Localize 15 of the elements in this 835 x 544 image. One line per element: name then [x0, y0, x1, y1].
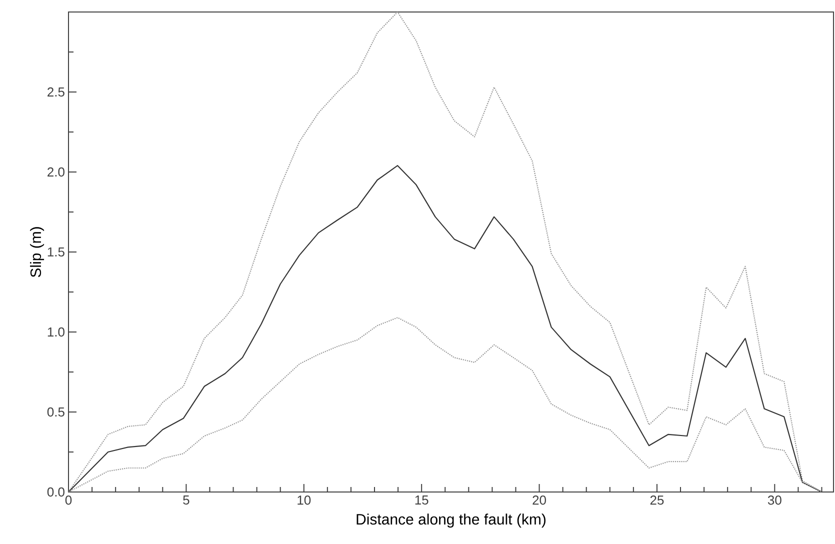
x-tick-label: 5	[183, 496, 190, 505]
y-tick-label: 1.0	[48, 327, 64, 337]
x-tick-label: 30	[768, 496, 782, 505]
y-tick-label: 0.0	[47, 487, 64, 497]
x-axis-title: Distance along the fault (km)	[356, 514, 546, 528]
x-tick-label: 20	[532, 496, 546, 505]
x-tick-label: 0	[65, 496, 72, 505]
x-tick-label: 15	[415, 496, 428, 505]
y-tick-label: 1.5	[48, 247, 64, 257]
y-axis-title: Slip (m)	[30, 227, 44, 278]
x-tick-label: 25	[650, 496, 664, 505]
y-tick-label: 0.5	[47, 407, 64, 417]
y-tick-label: 2.0	[48, 167, 64, 177]
y-tick-label: 2.5	[48, 87, 64, 97]
x-tick-label: 10	[298, 496, 311, 505]
